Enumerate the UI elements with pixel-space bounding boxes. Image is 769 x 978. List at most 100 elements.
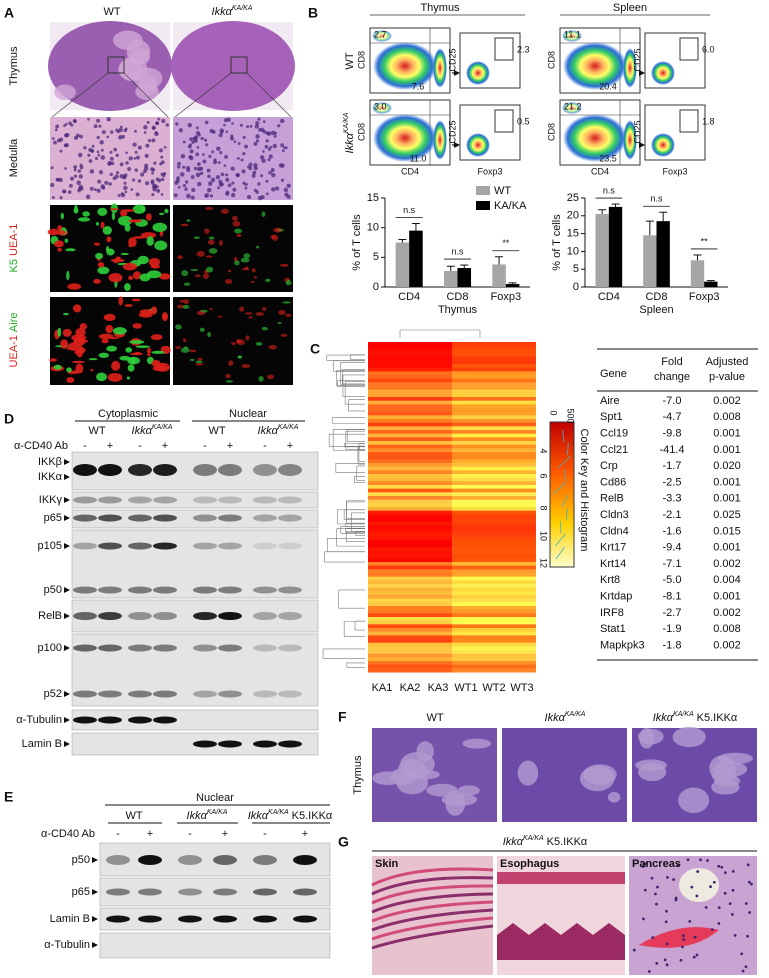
nucleus <box>94 156 99 161</box>
arrow <box>454 70 460 76</box>
band <box>278 644 302 652</box>
heatmap-row <box>368 378 452 383</box>
nucleus <box>255 139 260 143</box>
tissue-layer <box>371 908 494 932</box>
signal <box>252 268 256 273</box>
nucleus <box>87 153 91 157</box>
nucleus <box>89 169 95 174</box>
signal <box>128 275 134 280</box>
heatmap-row <box>368 521 452 526</box>
signal <box>124 223 131 232</box>
signal <box>195 360 203 364</box>
nucleus <box>156 188 161 193</box>
tissue-layer <box>371 892 494 914</box>
nucleus <box>650 876 654 880</box>
signal <box>202 273 210 279</box>
medulla-region <box>398 759 427 778</box>
table-cell: Krt14 <box>600 558 626 570</box>
row-label: Medulla <box>8 138 20 177</box>
arrow <box>64 515 70 521</box>
signal <box>164 208 169 214</box>
heatmap-row <box>452 650 536 655</box>
heatmap-row <box>452 576 536 581</box>
band <box>128 586 152 594</box>
band <box>278 690 302 698</box>
nucleus <box>58 177 63 183</box>
band <box>278 542 302 550</box>
heatmap-row <box>452 532 536 537</box>
signal <box>245 312 253 315</box>
nucleus <box>632 948 636 952</box>
heatmap-row <box>368 540 452 545</box>
nucleus <box>218 133 223 138</box>
band <box>218 586 242 594</box>
nucleus <box>280 178 285 182</box>
heatmap-row <box>452 635 536 640</box>
nucleus <box>241 169 246 174</box>
heatmap-row <box>452 492 536 497</box>
heatmap-row <box>452 378 536 383</box>
heatmap-row <box>452 433 536 438</box>
band <box>73 612 97 620</box>
heatmap-row <box>452 657 536 662</box>
signal <box>218 239 223 246</box>
heatmap-row <box>368 459 452 464</box>
medulla-region <box>709 755 736 782</box>
nucleus <box>161 118 166 124</box>
signal <box>262 307 267 311</box>
signal <box>234 260 240 266</box>
column-label: WT <box>103 6 120 18</box>
signal <box>137 255 149 265</box>
signal <box>73 336 86 346</box>
heatmap-row <box>368 371 452 376</box>
band <box>153 542 177 550</box>
table-cell: Aire <box>600 395 620 407</box>
nucleus <box>239 123 243 127</box>
nucleus <box>217 161 221 164</box>
population <box>373 114 437 162</box>
nucleus <box>190 175 195 179</box>
nucleus <box>219 128 224 133</box>
nucleus <box>184 187 188 191</box>
nucleus <box>104 180 109 185</box>
signal <box>250 280 255 283</box>
nucleus <box>230 136 235 141</box>
nucleus <box>173 193 178 198</box>
nucleus <box>177 165 181 169</box>
signal <box>145 213 152 221</box>
nucleus <box>107 161 112 166</box>
signal <box>54 240 64 248</box>
heatmap-row <box>368 382 452 387</box>
sample-label: KA1 <box>372 682 393 694</box>
key-histogram <box>555 546 565 560</box>
table-cell: 0.002 <box>713 558 741 570</box>
nucleus <box>99 140 104 145</box>
tissue-layer <box>497 872 625 884</box>
signal <box>127 364 135 372</box>
band <box>98 542 122 550</box>
band <box>153 464 177 476</box>
population <box>563 42 627 90</box>
table-cell: Krt17 <box>600 542 626 554</box>
nucleus <box>93 188 97 192</box>
heatmap-row <box>368 602 452 607</box>
heatmap-row <box>452 393 536 398</box>
nucleus <box>255 120 260 126</box>
table-cell: -7.0 <box>663 395 682 407</box>
nucleus <box>51 137 55 140</box>
heatmap-row <box>452 543 536 548</box>
key-tick: 0 <box>549 410 559 415</box>
signal <box>122 262 138 271</box>
nucleus <box>225 177 230 182</box>
population <box>433 120 447 160</box>
medulla-region <box>54 84 76 100</box>
signal <box>76 347 83 358</box>
heatmap-row <box>368 609 452 614</box>
signal <box>220 208 229 214</box>
sample-label: KA3 <box>428 682 449 694</box>
heatmap-row <box>452 408 536 413</box>
heatmap-row <box>368 349 452 354</box>
signal <box>255 245 260 249</box>
signal <box>205 255 213 258</box>
nucleus <box>135 192 140 197</box>
